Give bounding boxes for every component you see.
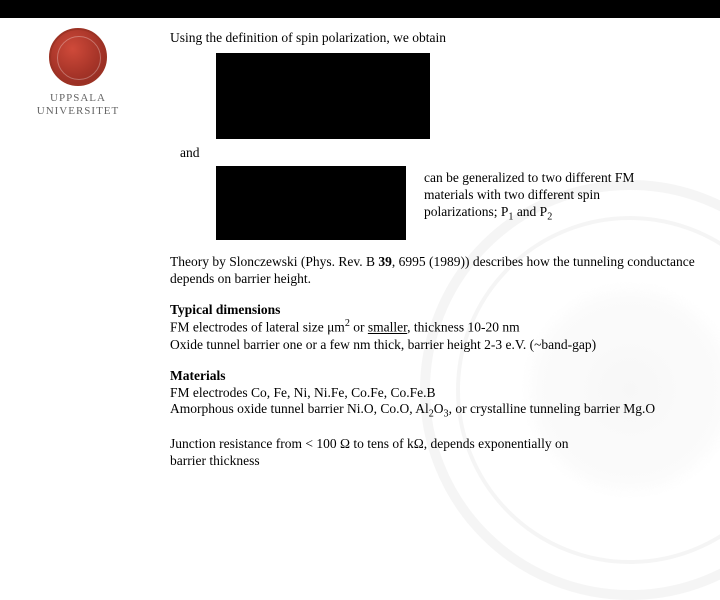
generalized-text: can be generalized to two different FM m… [424, 170, 654, 224]
dimensions-line1: FM electrodes of lateral size μm2 or sma… [170, 318, 700, 336]
junction-para: Junction resistance from < 100 Ω to tens… [170, 436, 590, 470]
university-logo: UPPSALA UNIVERSITET [18, 28, 138, 118]
dimensions-heading: Typical dimensions [170, 302, 700, 319]
materials-heading: Materials [170, 368, 700, 385]
logo-text-line2: UNIVERSITET [18, 105, 138, 118]
intro-line: Using the definition of spin polarizatio… [170, 30, 700, 47]
theory-para: Theory by Slonczewski (Phys. Rev. B 39, … [170, 254, 700, 288]
mat-l2b: O [434, 401, 444, 416]
slide-content: Using the definition of spin polarizatio… [170, 30, 700, 469]
dimensions-block: Typical dimensions FM electrodes of late… [170, 302, 700, 354]
dimensions-line2: Oxide tunnel barrier one or a few nm thi… [170, 337, 700, 354]
row-generalized: can be generalized to two different FM m… [170, 162, 700, 240]
and-label: and [180, 145, 700, 162]
logo-text-line1: UPPSALA [18, 92, 138, 105]
mat-l2a: Amorphous oxide tunnel barrier Ni.O, Co.… [170, 401, 429, 416]
gen-sub2: 2 [547, 211, 552, 222]
theory-part1: Theory by Slonczewski (Phys. Rev. B [170, 254, 378, 269]
theory-vol: 39 [378, 254, 392, 269]
top-bar [0, 0, 720, 18]
dim-smaller: smaller [368, 320, 407, 335]
gen-mid: and P [513, 204, 547, 219]
materials-line1: FM electrodes Co, Fe, Ni, Ni.Fe, Co.Fe, … [170, 385, 700, 402]
materials-block: Materials FM electrodes Co, Fe, Ni, Ni.F… [170, 368, 700, 422]
mat-l2c: , or crystalline tunneling barrier Mg.O [449, 401, 656, 416]
dim-l1a: FM electrodes of lateral size μm [170, 320, 345, 335]
logo-seal-icon [49, 28, 107, 86]
dim-l1c: , thickness 10-20 nm [407, 320, 520, 335]
dim-l1b: or [350, 320, 368, 335]
materials-line2: Amorphous oxide tunnel barrier Ni.O, Co.… [170, 401, 700, 421]
equation-block-1 [216, 53, 430, 139]
equation-block-2 [216, 166, 406, 240]
